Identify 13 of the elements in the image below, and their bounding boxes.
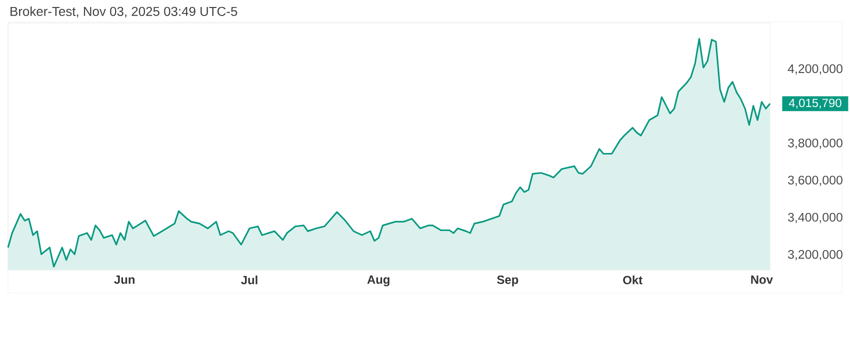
x-tick-label: Sep (497, 276, 518, 286)
y-tick-label: 3,600,000 (788, 176, 842, 186)
y-tick-label: 3,200,000 (788, 250, 842, 260)
x-tick-label: Aug (367, 276, 390, 286)
x-tick-label: Nov (751, 276, 773, 284)
y-tick-label: 3,800,000 (788, 138, 842, 149)
annotation: 4,015,790 (788, 98, 842, 109)
x-tick-label: Jun (114, 276, 134, 284)
x-tick-label: Jul (241, 276, 258, 284)
y-tick-label: 4,200,000 (788, 64, 842, 75)
x-tick-label: Okt (623, 276, 642, 284)
chart-title: Broker-Test, Nov 03, 2025 03:49 UTC-5 (10, 6, 238, 18)
y-tick-label: 3,400,000 (788, 212, 842, 224)
